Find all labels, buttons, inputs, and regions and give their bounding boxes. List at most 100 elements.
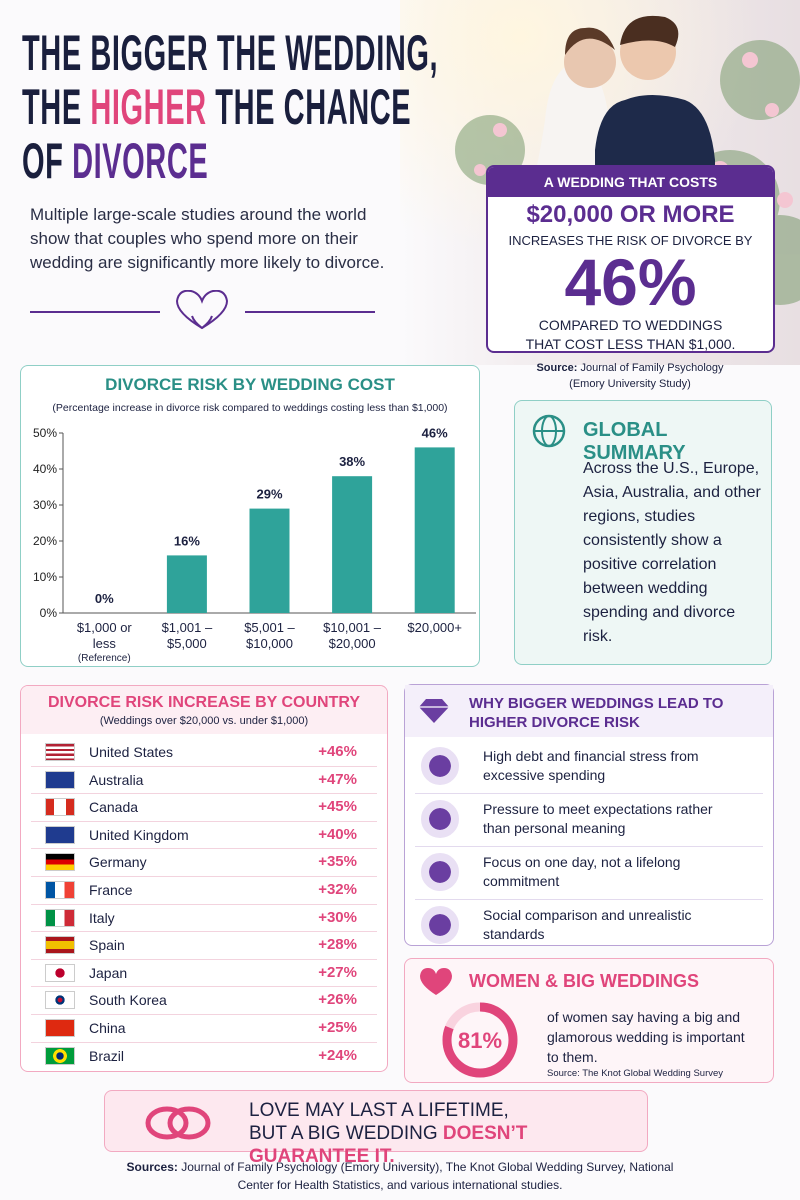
country-name: United Kingdom <box>89 826 189 843</box>
summary-text: Across the U.S., Europe, Asia, Australia… <box>583 460 761 645</box>
women-source: Source: The Knot Global Wedding Survey <box>547 1068 724 1079</box>
value-label: 38% <box>339 454 365 469</box>
row-separator <box>31 848 377 850</box>
x-tick-label: $5,001 – $10,000 <box>244 620 295 651</box>
reasons-card: WHY BIGGER WEDDINGS LEAD TO HIGHER DIVOR… <box>404 684 774 946</box>
row-separator <box>31 793 377 795</box>
country-value: +25% <box>318 1019 357 1036</box>
summary-title: GLOBAL SUMMARY <box>583 419 686 464</box>
x-tick-label: $10,001 – $20,000 <box>323 620 382 651</box>
footer-message: LOVE MAY LAST A LIFETIME, BUT A BIG WEDDI… <box>249 1099 647 1168</box>
flag <box>45 825 75 844</box>
flag <box>45 963 75 982</box>
title-highlight: DIVORCE <box>72 133 209 189</box>
donut-label: 81% <box>458 1028 502 1053</box>
category-note: (Reference) <box>77 653 131 664</box>
flag <box>45 853 75 872</box>
row-separator <box>31 1041 377 1043</box>
x-tick-label: $20,000+ <box>407 620 462 635</box>
highlight-card: A WEDDING THAT COSTS $20,000 OR MORE INC… <box>486 165 775 353</box>
title-part: THE CHANCE <box>206 79 412 135</box>
country-subtitle: (Weddings over $20,000 vs. under $1,000) <box>99 715 309 727</box>
chart-subtitle: (Percentage increase in divorce risk com… <box>52 402 448 414</box>
title-line: THE HIGHER THE CHANCE <box>22 78 411 136</box>
row-separator <box>31 958 377 960</box>
country-value: +28% <box>318 936 357 954</box>
women-title: WOMEN & BIG WEDDINGS <box>469 971 699 991</box>
title-highlight: HIGHER <box>90 79 207 135</box>
reasons-header-bg <box>405 685 773 737</box>
footer-highlight: DOESN’T GUARANTEE IT. <box>249 1123 528 1167</box>
row-separator <box>415 899 763 900</box>
bar-chart: 0% 10% 20% 30% 40% 50% 0% 16% 29% 38% 46% <box>33 425 476 620</box>
highlight-amount: $20,000 OR MORE <box>526 201 735 228</box>
reason-text: Pressure to meet expectations rather tha… <box>483 801 713 836</box>
reason-text: Social comparison and unrealistic standa… <box>483 907 692 942</box>
highlight-lead: INCREASES THE RISK OF DIVORCE BY <box>508 233 753 248</box>
divider <box>30 290 375 330</box>
flag <box>45 770 75 789</box>
flag <box>45 1019 75 1037</box>
row-separator <box>31 876 377 877</box>
country-name: United States <box>89 744 174 760</box>
flag <box>45 881 75 899</box>
reason-icon <box>421 906 459 944</box>
flag <box>45 1046 75 1065</box>
country-name: Japan <box>89 964 128 981</box>
reason-icon <box>421 800 459 838</box>
country-value: +30% <box>318 908 357 926</box>
row-separator <box>31 765 377 767</box>
donut: 81% <box>442 1002 518 1078</box>
donut-arc <box>442 1002 518 1078</box>
chart-card: DIVORCE RISK BY WEDDING COST (Percentage… <box>20 365 480 667</box>
country-value: +26% <box>318 991 357 1009</box>
x-tick-label: $1,000 or less <box>76 620 132 651</box>
sources-label: Sources: <box>126 1160 178 1174</box>
reason-icon <box>421 853 459 891</box>
flag <box>45 908 75 927</box>
flag <box>45 991 75 1010</box>
country-value: +35% <box>318 853 357 871</box>
value-label: 0% <box>95 591 114 606</box>
summary-card: GLOBAL SUMMARY Across the U.S., Europe, … <box>514 400 772 665</box>
row-separator <box>31 820 377 822</box>
footer-part: BUT A BIG WEDDING <box>249 1123 443 1144</box>
reason-text: Focus on one day, not a lifelong commitm… <box>483 854 681 889</box>
country-card: DIVORCE RISK INCREASE BY COUNTRY (Weddin… <box>20 685 388 1072</box>
value-label: 46% <box>422 425 448 440</box>
y-tick-label: 10% <box>33 570 57 584</box>
sources: Sources: Journal of Family Psychology (E… <box>120 1158 680 1194</box>
heart-icon <box>420 968 452 995</box>
title-line: THE BIGGER THE WEDDING, <box>22 25 439 81</box>
value-label: 16% <box>174 533 200 548</box>
footer-line: LOVE MAY LAST A LIFETIME, <box>249 1100 509 1121</box>
bar <box>332 476 373 613</box>
title-line: OF DIVORCE <box>22 132 208 190</box>
country-name: Canada <box>89 799 139 816</box>
country-value: +47% <box>318 770 357 788</box>
globe-icon <box>532 414 566 448</box>
flag <box>45 743 75 761</box>
country-value: +45% <box>318 798 357 816</box>
country-name: France <box>89 882 133 898</box>
flag <box>45 798 75 817</box>
highlight-heading: A WEDDING THAT COSTS <box>488 167 773 197</box>
bar <box>166 555 207 613</box>
footer-banner: LOVE MAY LAST A LIFETIME, BUT A BIG WEDDI… <box>104 1090 648 1167</box>
y-tick-label: 40% <box>33 462 57 476</box>
y-tick-label: 50% <box>33 426 57 440</box>
highlight-tail: COMPARED TO WEDDINGS THAT COST LESS THAN… <box>525 317 736 352</box>
country-name: Italy <box>89 909 115 926</box>
women-card: WOMEN & BIG WEDDINGS 81% of women say ha… <box>404 958 774 1083</box>
value-label: 29% <box>256 487 282 502</box>
row-separator <box>31 903 377 905</box>
diamond-icon <box>419 699 449 723</box>
row-separator <box>415 793 763 794</box>
row-separator <box>31 986 377 988</box>
flag <box>45 936 75 955</box>
country-name: Spain <box>89 937 125 954</box>
title-part: THE <box>22 79 91 135</box>
row-separator <box>31 931 377 933</box>
country-name: South Korea <box>89 992 167 1009</box>
